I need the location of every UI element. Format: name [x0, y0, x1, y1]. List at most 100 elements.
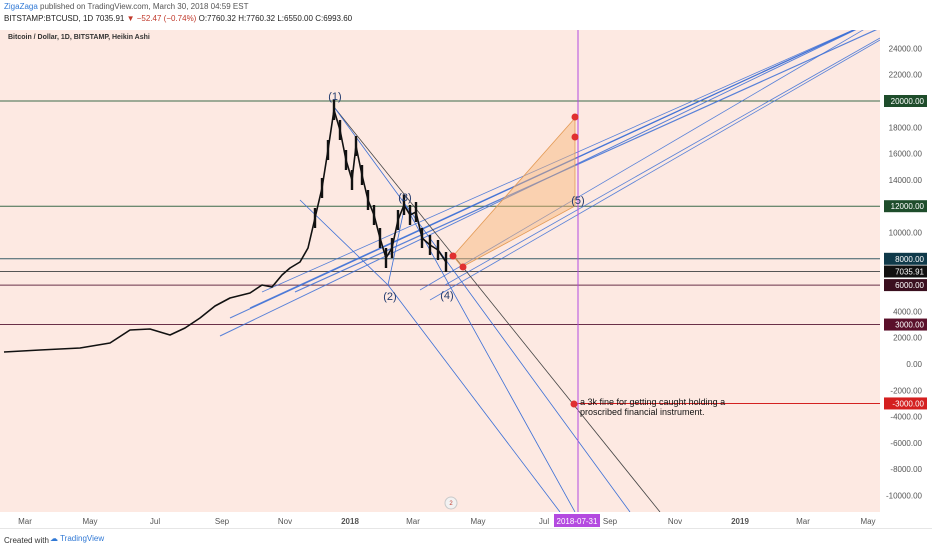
price-label-text: 8000.00 [895, 255, 924, 264]
price-tick: 14000.00 [889, 176, 923, 185]
price-tick: 4000.00 [893, 307, 922, 316]
flag-badge [444, 496, 458, 510]
time-tick: Sep [603, 517, 618, 526]
wave-label-4: (5) [571, 195, 584, 207]
date-label-box[interactable] [554, 514, 600, 527]
time-tick: Nov [278, 517, 292, 526]
candle [396, 210, 400, 230]
annotation-line-1: proscribed financial instrument. [580, 407, 705, 417]
low: L:6550.00 [277, 14, 313, 23]
candle [378, 228, 382, 248]
red-marker-1 [571, 133, 579, 141]
price-tick: -4000.00 [890, 413, 922, 422]
publish-line: ZigaZaga published on TradingView.com, M… [4, 2, 248, 11]
wave-label-0: (1) [328, 91, 341, 103]
time-tick: 2019 [731, 517, 749, 526]
close: C:6993.60 [315, 14, 353, 23]
author-link[interactable]: ZigaZaga [4, 2, 38, 11]
time-tick: Mar [406, 517, 420, 526]
red-marker-3 [459, 263, 467, 271]
price-tick: 2000.00 [893, 334, 922, 343]
red-marker-2 [449, 252, 457, 260]
red-marker-4 [570, 400, 578, 408]
last-price: 7035.91 [95, 14, 125, 23]
candle [326, 140, 330, 160]
price-tick: -6000.00 [890, 439, 922, 448]
price-label-box [884, 318, 927, 331]
wave-label-1: (2) [383, 291, 396, 303]
candle [408, 205, 412, 225]
price-label-text: 12000.00 [891, 202, 925, 211]
price-label-box [884, 265, 927, 278]
chart-canvas[interactable]: (1) (2) (3) (4) (5) a 3k fine for getting cau… [0, 0, 932, 528]
wave-label-2: (3) [398, 192, 411, 204]
channel-line-3 [261, 30, 854, 293]
time-tick: Jul [539, 517, 549, 526]
price-tick: 10000.00 [889, 229, 923, 238]
candle [320, 178, 324, 198]
wave-label-3: (4) [440, 290, 453, 302]
date-label-text: 2018-07-31 [557, 517, 598, 526]
candle [360, 165, 364, 185]
price-tick: 0.00 [906, 360, 922, 369]
high: H:7760.32 [238, 14, 276, 23]
time-tick: May [82, 517, 97, 526]
candle [428, 235, 432, 255]
price-label-box [884, 200, 927, 213]
candle [350, 170, 354, 190]
time-tick: Mar [18, 517, 32, 526]
candle [390, 238, 394, 258]
price-label-box [884, 95, 927, 107]
time-tick: Jul [150, 517, 160, 526]
header: ZigaZaga published on TradingView.com, M… [0, 0, 932, 30]
candle [414, 202, 418, 222]
price-label-text: 20000.00 [891, 97, 925, 106]
time-tick: Sep [215, 517, 230, 526]
channel-line-4 [294, 30, 878, 293]
price-tick: 22000.00 [889, 71, 923, 80]
time-tick: Nov [668, 517, 682, 526]
candle [354, 136, 358, 156]
candle [436, 240, 440, 260]
channel-line-2 [249, 30, 856, 309]
trend-line-black [333, 106, 661, 512]
candle [372, 205, 376, 225]
channel-line-7 [444, 37, 880, 286]
time-tick: May [470, 517, 485, 526]
price-label-text: 7035.91 [895, 267, 924, 276]
annotation-line-0: a 3k fine for getting caught holding a [580, 397, 725, 407]
time-axis[interactable] [0, 512, 932, 528]
tradingview-logo[interactable]: ☁ TradingView [50, 534, 105, 543]
candle [344, 150, 348, 170]
flag-badge-number: 2 [449, 501, 453, 507]
down-triangle-icon: ▼ [126, 14, 135, 23]
ohlc-line: BITSTAMP:BTCUSD, 1D 7035.91 ▼ −52.47 (−0… [4, 14, 352, 23]
candle [420, 228, 424, 248]
time-tick: May [860, 517, 875, 526]
time-tick: Mar [796, 517, 810, 526]
price-tick: -8000.00 [890, 465, 922, 474]
price-label-box [884, 279, 927, 292]
red-marker-0 [571, 113, 579, 121]
price-line [3, 109, 447, 353]
price-tick: -2000.00 [890, 386, 922, 395]
trend-line-blue-b [387, 284, 561, 512]
trend-line-blue-a [333, 106, 631, 512]
candle [444, 252, 448, 272]
created-with: Created with [4, 536, 49, 545]
price-label-text: 6000.00 [895, 281, 924, 290]
candle [384, 248, 388, 268]
candle [338, 120, 342, 140]
tradingview-brand: TradingView [60, 534, 105, 543]
price-label-text: -3000.00 [892, 399, 924, 408]
time-tick: 2018 [341, 517, 359, 526]
price-tick: 24000.00 [889, 44, 923, 53]
symbol: BITSTAMP:BTCUSD, 1D [4, 14, 94, 23]
projection-wedge [452, 116, 576, 268]
channel-line-5 [419, 30, 864, 291]
price-label-box [884, 252, 927, 265]
price-tick: -10000.00 [886, 492, 923, 501]
candle [366, 190, 370, 210]
change: −52.47 (−0.74%) [136, 14, 197, 23]
channel-line-6 [429, 39, 880, 301]
